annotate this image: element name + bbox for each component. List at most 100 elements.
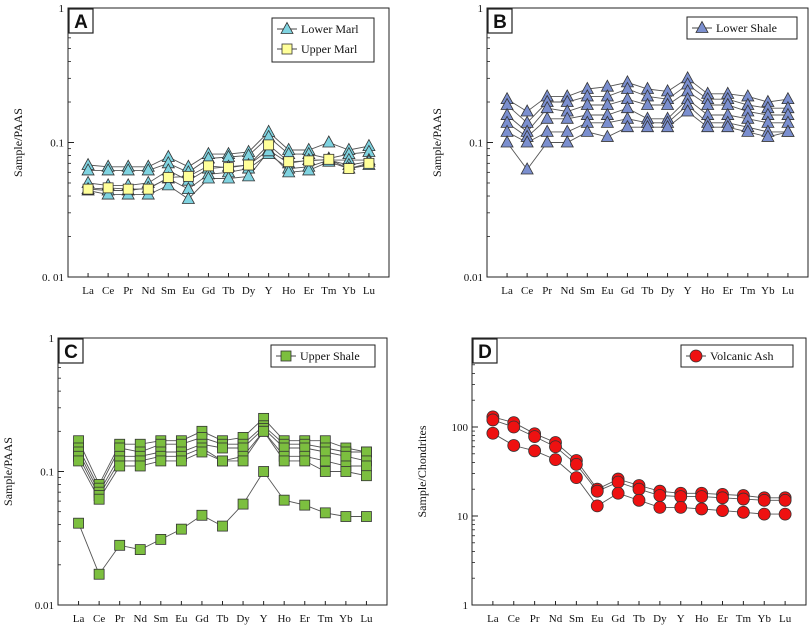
x-tick-label: Ho bbox=[695, 613, 709, 625]
data-point bbox=[361, 446, 372, 458]
data-point bbox=[122, 183, 134, 195]
legend-marker bbox=[280, 350, 292, 362]
data-point bbox=[640, 119, 655, 133]
data-point bbox=[716, 504, 729, 517]
data-point bbox=[237, 455, 249, 467]
data-point bbox=[196, 446, 208, 458]
data-point bbox=[736, 505, 750, 519]
x-tick-label: Nd bbox=[561, 285, 575, 297]
x-tick-label: Sm bbox=[580, 285, 595, 297]
data-point bbox=[653, 489, 667, 502]
data-point bbox=[134, 460, 146, 472]
data-point bbox=[761, 129, 775, 142]
x-tick-label: Gd bbox=[611, 613, 625, 625]
data-point bbox=[741, 124, 755, 137]
x-tick-label: Eu bbox=[182, 285, 195, 297]
x-tick-label: La bbox=[501, 285, 513, 297]
data-point bbox=[500, 135, 514, 148]
x-tick-label: Lu bbox=[779, 613, 792, 625]
data-point bbox=[283, 156, 295, 168]
data-point bbox=[569, 471, 583, 485]
data-point bbox=[486, 413, 500, 427]
plot-frame bbox=[486, 7, 809, 278]
panel-d: 1 10 100 La Ce Pr Nd Sm Eu Gd Tb Dy Y Ho Er Tm Yb Lu Sampl… bbox=[415, 337, 807, 625]
data-point bbox=[181, 191, 196, 204]
x-tick-label: Y bbox=[684, 285, 692, 297]
data-point bbox=[520, 104, 534, 117]
x-tick-label: Tm bbox=[321, 285, 337, 297]
data-point bbox=[549, 453, 562, 467]
data-point bbox=[81, 163, 95, 176]
x-tick-label: Tb bbox=[222, 285, 235, 297]
data-point bbox=[632, 482, 646, 496]
data-point bbox=[716, 491, 729, 505]
x-tick-label: Dy bbox=[236, 613, 250, 625]
data-point bbox=[258, 425, 270, 437]
x-tick-label: Dy bbox=[661, 285, 675, 297]
panel-letter-box bbox=[68, 8, 94, 34]
x-tick-label: Ce bbox=[102, 285, 114, 297]
data-point bbox=[781, 124, 795, 137]
data-point bbox=[620, 119, 635, 133]
x-tick-label: Tb bbox=[641, 285, 654, 297]
panel-c: 0.01 0.1 1 La Ce Pr Nd Sm Eu Gd Tb Dy Y Ho Er Tm Yb Lu Sam… bbox=[1, 333, 388, 625]
data-point bbox=[640, 97, 655, 110]
data-point bbox=[569, 457, 583, 471]
data-point bbox=[340, 466, 352, 477]
data-point bbox=[182, 170, 194, 182]
x-tick-label: Pr bbox=[115, 613, 125, 625]
data-point bbox=[507, 439, 521, 452]
legend-marker bbox=[695, 20, 709, 33]
data-point bbox=[674, 500, 688, 514]
data-point bbox=[263, 139, 275, 151]
data-point bbox=[540, 111, 554, 124]
x-tick-label: La bbox=[82, 285, 94, 297]
panel-letter: D bbox=[478, 342, 492, 363]
legend-label: Upper Shale bbox=[300, 349, 360, 363]
legend-marker bbox=[280, 21, 294, 34]
y-tick-label: 0.1 bbox=[50, 138, 64, 150]
data-point bbox=[302, 163, 316, 176]
data-point bbox=[361, 460, 372, 472]
x-tick-label: Nd bbox=[134, 613, 148, 625]
y-tick-label: 10 bbox=[457, 511, 469, 523]
legend-marker bbox=[281, 43, 293, 55]
data-point bbox=[155, 534, 167, 545]
data-point bbox=[278, 494, 290, 506]
x-tick-label: Nd bbox=[142, 285, 156, 297]
plot-frame bbox=[471, 337, 807, 606]
x-tick-label: Tm bbox=[736, 613, 752, 625]
data-point bbox=[560, 135, 574, 148]
data-point bbox=[217, 455, 228, 467]
data-point bbox=[175, 455, 187, 467]
panel-letter-box bbox=[472, 338, 498, 364]
x-tick-label: Dy bbox=[653, 613, 667, 625]
x-tick-label: Y bbox=[265, 285, 273, 297]
y-axis-title: Sample/PAAS bbox=[430, 108, 444, 177]
data-point bbox=[203, 160, 214, 172]
x-tick-label: Dy bbox=[242, 285, 256, 297]
data-point bbox=[73, 455, 84, 467]
x-tick-label: Eu bbox=[591, 613, 604, 625]
x-tick-label: Ce bbox=[508, 613, 520, 625]
legend-box bbox=[680, 344, 794, 368]
data-point bbox=[660, 119, 675, 133]
x-tick-label: Lu bbox=[363, 285, 376, 297]
y-tick-label: 0.1 bbox=[469, 138, 483, 150]
data-point bbox=[540, 124, 554, 137]
data-point bbox=[261, 143, 276, 157]
data-point bbox=[632, 493, 646, 507]
data-point bbox=[142, 183, 154, 195]
data-point bbox=[155, 455, 167, 467]
y-tick-label: 0.1 bbox=[40, 467, 54, 479]
y-axis-title: Sample/PAAS bbox=[11, 108, 25, 177]
data-point bbox=[340, 511, 352, 522]
data-point bbox=[243, 159, 254, 171]
data-point bbox=[590, 499, 604, 513]
x-tick-label: Gd bbox=[202, 285, 216, 297]
data-point bbox=[93, 493, 105, 505]
x-tick-label: Lu bbox=[360, 613, 373, 625]
data-point bbox=[73, 517, 84, 529]
panel-letter: C bbox=[64, 342, 78, 363]
x-tick-label: Er bbox=[300, 613, 311, 625]
